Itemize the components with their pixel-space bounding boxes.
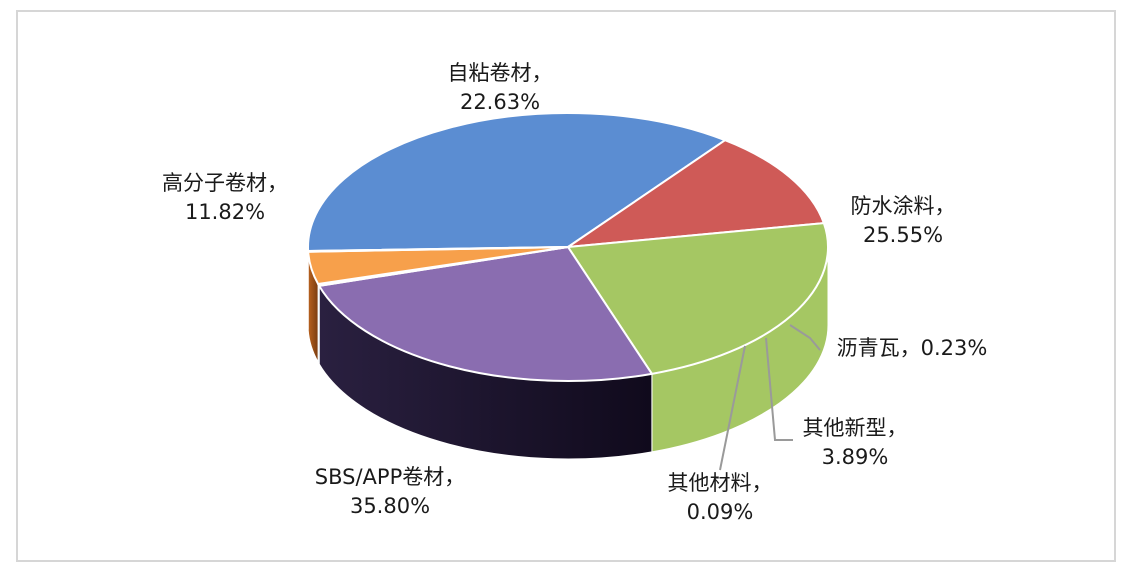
pie-tops bbox=[307, 112, 829, 382]
leader-line-4 bbox=[789, 324, 821, 351]
pie-slice-2 bbox=[567, 222, 829, 375]
data-label-value-0: 35.80% bbox=[350, 494, 430, 518]
pie-slice-3 bbox=[318, 246, 653, 382]
data-labels: SBS/APP卷材， 35.80% 高分子卷材， 11.82% 自粘卷材， 22.63% 防… bbox=[162, 61, 987, 524]
data-label-value-2: 22.63% bbox=[460, 90, 540, 114]
leader-lines bbox=[719, 324, 821, 471]
data-label-name-2: 自粘卷材， bbox=[448, 61, 553, 85]
data-label-name-1: 高分子卷材， bbox=[162, 171, 288, 195]
pie-slice-6 bbox=[307, 246, 569, 253]
data-label-name-0: SBS/APP卷材， bbox=[315, 465, 465, 489]
pie-slice-1 bbox=[567, 139, 825, 248]
data-label-value-1: 11.82% bbox=[185, 200, 265, 224]
leader-line-6 bbox=[719, 345, 746, 471]
data-label-name-5: 其他新型， bbox=[803, 416, 908, 440]
data-label-value-3: 25.55% bbox=[863, 223, 943, 247]
data-label-name-3: 防水涂料， bbox=[851, 194, 956, 218]
pie-slice-0 bbox=[307, 112, 727, 252]
data-label-value-5: 3.89% bbox=[822, 445, 889, 469]
data-label-value-6: 0.09% bbox=[687, 500, 754, 524]
data-label-name-6: 其他材料， bbox=[668, 471, 773, 495]
leader-line-5 bbox=[765, 337, 793, 441]
data-label-4: 沥青瓦，0.23% bbox=[837, 336, 988, 360]
